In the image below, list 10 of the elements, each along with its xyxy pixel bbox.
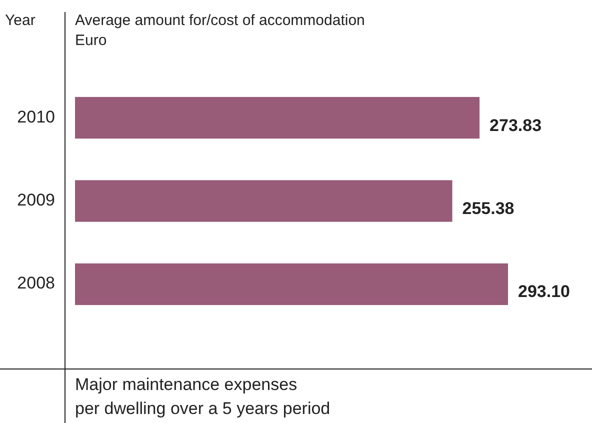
- data-label: 273.83: [490, 116, 542, 135]
- y-tick-label: 2008: [17, 274, 55, 293]
- x-axis-title: Major maintenance expenses per dwelling over a 5 years period: [75, 375, 330, 418]
- y-tick-label: 2010: [17, 107, 55, 126]
- data-label: 293.10: [518, 282, 570, 302]
- y-tick-label: 2009: [17, 190, 55, 210]
- data-label: 255.38: [462, 199, 514, 218]
- y-axis-title: Year: [5, 12, 36, 29]
- chart-title: Average amount for/cost of accommodation: [75, 12, 365, 29]
- chart-subtitle: Euro: [75, 32, 107, 49]
